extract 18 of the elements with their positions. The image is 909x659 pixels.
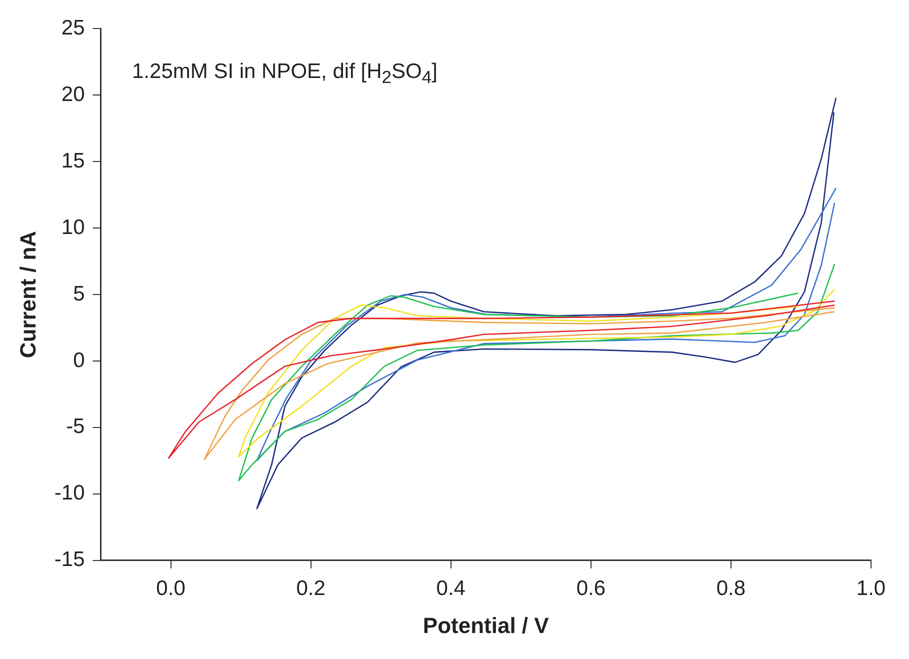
y-tick-label: -15 <box>54 548 85 572</box>
x-tick-label: 0.4 <box>436 576 466 600</box>
y-tick-label: 10 <box>61 216 85 239</box>
x-tick-label: 1.0 <box>856 576 886 600</box>
y-tick-label: 5 <box>73 282 85 306</box>
x-tick-label: 0.6 <box>576 576 606 600</box>
y-tick-label: 25 <box>61 16 85 40</box>
y-tick-label: -5 <box>66 415 85 438</box>
x-tick-label: 0.8 <box>716 576 746 600</box>
y-tick-label: -10 <box>54 482 85 505</box>
x-tick-label: 0.2 <box>296 576 326 600</box>
annotation: 1.25mM SI in NPOE, dif [H$_{2}$SO$_{4}$] <box>132 60 438 88</box>
x-axis-title: Potential / V <box>422 612 550 638</box>
y-tick-label: 0 <box>73 348 85 372</box>
x-tick-label: 0.0 <box>156 576 186 600</box>
y-tick-label: 20 <box>61 82 85 106</box>
y-axis-title: Current / nA <box>15 230 40 358</box>
y-tick-label: 15 <box>61 149 85 172</box>
